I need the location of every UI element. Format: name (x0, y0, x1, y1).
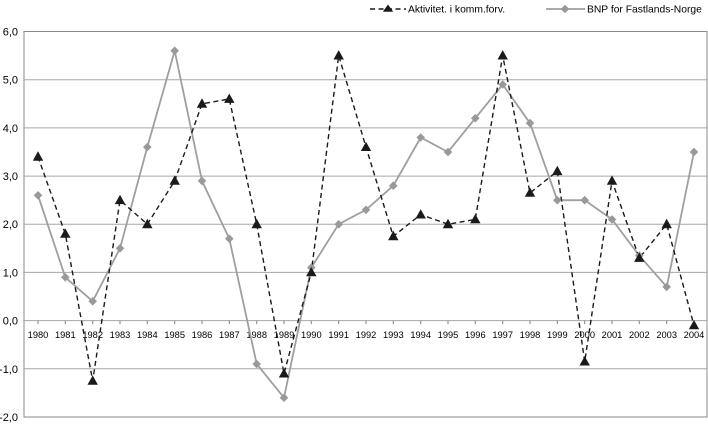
svg-text:1990: 1990 (301, 330, 322, 340)
svg-text:1998: 1998 (520, 330, 541, 340)
svg-text:1997: 1997 (492, 330, 513, 340)
svg-text:1980: 1980 (28, 330, 49, 340)
svg-text:3,0: 3,0 (3, 171, 18, 183)
svg-text:0,0: 0,0 (3, 316, 18, 328)
svg-text:BNP for Fastlands-Norge: BNP for Fastlands-Norge (587, 5, 702, 16)
svg-text:1985: 1985 (164, 330, 185, 340)
svg-text:1981: 1981 (55, 330, 76, 340)
svg-text:2003: 2003 (656, 330, 677, 340)
svg-text:2,0: 2,0 (3, 219, 18, 231)
svg-text:1992: 1992 (356, 330, 377, 340)
svg-text:Aktivitet. i komm.forv.: Aktivitet. i komm.forv. (408, 5, 505, 16)
svg-text:1995: 1995 (438, 330, 459, 340)
svg-text:2000: 2000 (574, 330, 595, 340)
svg-text:-1,0: -1,0 (0, 364, 18, 376)
svg-text:-2,0: -2,0 (0, 412, 18, 424)
svg-text:2002: 2002 (629, 330, 650, 340)
svg-text:1991: 1991 (328, 330, 349, 340)
svg-text:1983: 1983 (110, 330, 131, 340)
svg-text:1999: 1999 (547, 330, 568, 340)
svg-text:4,0: 4,0 (3, 123, 18, 135)
svg-text:1986: 1986 (192, 330, 213, 340)
svg-text:2001: 2001 (602, 330, 623, 340)
svg-text:1987: 1987 (219, 330, 240, 340)
svg-text:1984: 1984 (137, 330, 158, 340)
svg-text:1993: 1993 (383, 330, 404, 340)
svg-text:6,0: 6,0 (3, 27, 18, 39)
svg-text:1996: 1996 (465, 330, 486, 340)
svg-text:5,0: 5,0 (3, 75, 18, 87)
svg-text:1994: 1994 (410, 330, 431, 340)
svg-text:1,0: 1,0 (3, 267, 18, 279)
svg-text:2004: 2004 (684, 330, 705, 340)
